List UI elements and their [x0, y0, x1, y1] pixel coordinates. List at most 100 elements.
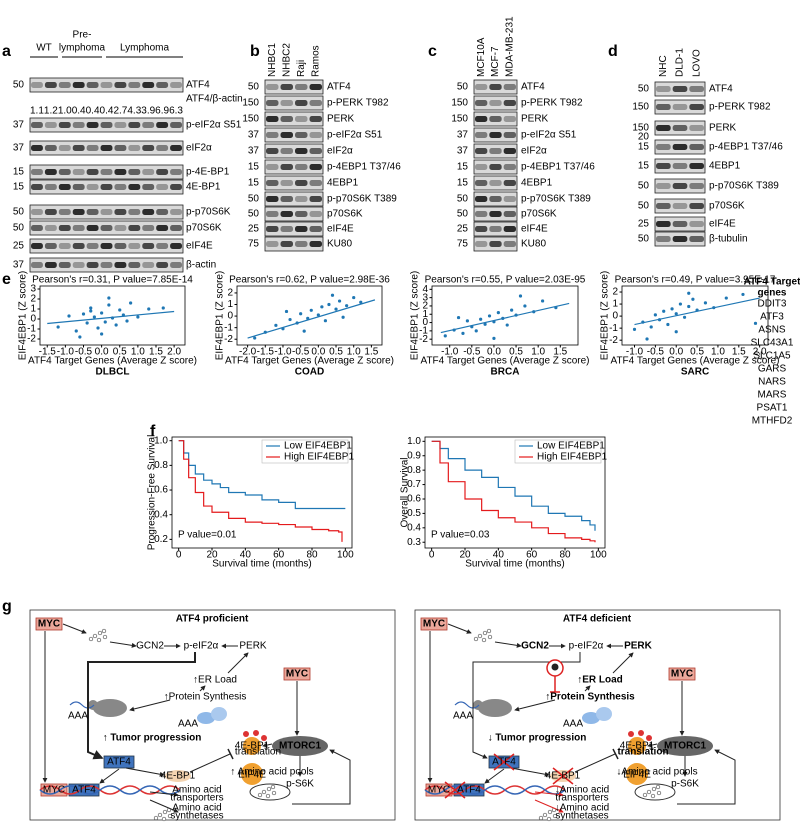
arrow: [514, 699, 556, 712]
blot-band: [114, 82, 127, 88]
point: [103, 320, 107, 324]
arrow: [447, 623, 472, 634]
amino-acid-icon: [546, 816, 552, 822]
x-tick-label: 60: [273, 550, 285, 561]
diagram-label: ↓Amino acid pools: [616, 767, 697, 778]
stat-label: Pearson's r=0.31, P value=7.85E-14: [32, 275, 193, 286]
blot-strip: [264, 95, 324, 111]
blot-band: [31, 82, 43, 88]
amino-acid-icon: [266, 786, 272, 792]
amino-acid-icon: [542, 812, 548, 818]
diagram-label: PERK: [624, 641, 653, 652]
blot-band: [44, 243, 57, 249]
point: [337, 299, 342, 303]
x-tick-label: 60: [526, 550, 538, 561]
protein-label: 4EBP1: [327, 178, 359, 189]
point: [465, 319, 469, 323]
ratio-value: 2.7: [113, 106, 127, 117]
y-tick-label: 0.7: [407, 479, 421, 490]
fit-line: [634, 297, 760, 326]
x-tick-label: 20: [206, 550, 218, 561]
gene-label: DDIT3: [758, 299, 787, 310]
x-tick-label: 0.0: [95, 347, 109, 358]
blot-band: [295, 211, 308, 217]
point: [670, 307, 674, 311]
amino-acid-icon: [102, 634, 108, 640]
blot-band: [114, 225, 127, 231]
blot-band: [266, 116, 279, 122]
mrna: [69, 701, 95, 709]
point: [518, 294, 523, 298]
eif4e-shape: [626, 763, 648, 785]
mw-label: 15: [638, 161, 650, 172]
blot-band: [31, 145, 43, 151]
x-tick-label: -2.0: [239, 347, 257, 358]
diagram-label: transporters: [555, 793, 608, 804]
blot-strip: [473, 143, 518, 159]
mw-label: 37: [13, 143, 25, 154]
survival-curve: [431, 440, 596, 531]
blot-band: [295, 180, 308, 186]
blot-band: [489, 241, 502, 247]
point: [129, 301, 133, 305]
y-tick-label: -1: [609, 323, 618, 334]
blot-band: [503, 132, 516, 138]
y-tick-label: -2: [609, 335, 618, 346]
blot-band: [656, 86, 671, 92]
dna-strand: [424, 785, 566, 795]
blot-band: [689, 86, 704, 92]
blot-band: [58, 122, 71, 128]
lane-label: MCF-7: [490, 46, 501, 77]
point: [724, 296, 728, 300]
blot-band: [170, 122, 182, 128]
y-tick-label: 1: [422, 309, 428, 320]
lane-label: NHBC1: [267, 43, 278, 77]
mw-label: 50: [13, 223, 25, 234]
blot-band: [503, 241, 516, 247]
blot-band: [142, 82, 155, 88]
blot-band: [656, 221, 671, 227]
protein-label: KU80: [327, 239, 352, 250]
x-axis-label: ATF4 Target Genes (Average Z score): [225, 356, 394, 367]
amino-acid-pool: [249, 783, 291, 801]
blot-band: [280, 84, 293, 90]
point: [74, 329, 78, 333]
ratio-value: 6.3: [169, 106, 183, 117]
amino-acid-icon: [482, 630, 488, 636]
point: [666, 322, 670, 327]
diagram-label: p-S6K: [671, 779, 699, 790]
diagram-label: MTORC1: [664, 741, 706, 752]
mrna: [454, 701, 480, 709]
amino-acid-icon: [88, 636, 94, 642]
point: [253, 336, 257, 340]
mw-label: 37: [457, 130, 469, 141]
mw-label: 50: [457, 194, 469, 205]
blot-band: [489, 84, 502, 90]
blot-band: [86, 184, 99, 190]
blot-band: [114, 209, 127, 215]
x-tick-label: 1.5: [149, 347, 163, 358]
legend-label: Low EIF4EBP1: [537, 441, 605, 452]
y-tick-label: -1: [224, 322, 233, 333]
point: [687, 291, 691, 295]
blot-band: [672, 221, 688, 227]
blot-band: [142, 243, 155, 249]
blot-band: [44, 184, 57, 190]
blot-band: [156, 145, 169, 151]
diagram-label: ATF4: [107, 757, 131, 768]
point: [147, 307, 151, 311]
amino-acid-icon: [538, 815, 544, 821]
mw-label: 37: [248, 130, 260, 141]
blot-strip: [29, 164, 184, 180]
x-tick-label: -0.5: [75, 347, 93, 358]
blot-band: [295, 84, 308, 90]
blot-strip: [654, 198, 706, 214]
blot-strip: [264, 191, 324, 207]
x-tick-label: 0.0: [311, 347, 325, 358]
mw-label: 50: [13, 80, 25, 91]
gene-label: SLC43A1: [751, 338, 794, 349]
diagram-label: ATF4 proficient: [176, 614, 249, 625]
blot-band: [489, 211, 502, 217]
protein-label: p70S6K: [186, 223, 222, 234]
diagram-label: Amino acid: [172, 803, 221, 814]
